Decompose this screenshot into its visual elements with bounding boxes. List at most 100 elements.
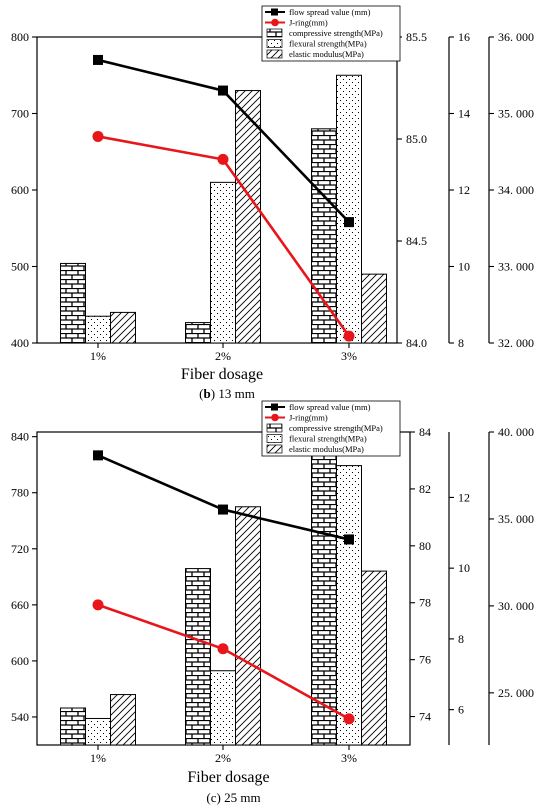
axis-tick-label: 84.0 (406, 336, 427, 350)
x-axis-label: Fiber dosage (181, 366, 263, 383)
legend-label: compressive strength(MPa) (289, 28, 383, 38)
bar-hatch (361, 273, 387, 344)
bar-brick (311, 128, 337, 344)
legend-swatch-dots (266, 39, 283, 48)
axis-tick-label: 85.0 (406, 132, 427, 146)
axis-tick-label: 34. 000 (498, 183, 534, 197)
bar-brick (60, 262, 86, 344)
x-tick-label: 3% (341, 349, 357, 363)
bar-hatch (235, 90, 261, 344)
point-circle (217, 643, 229, 655)
bar-brick (185, 322, 211, 344)
legend-swatch-brick (266, 423, 283, 433)
axis-tick-label: 36. 000 (498, 30, 534, 44)
legend: flow spread value (mm)J-ring(mm)compress… (261, 5, 401, 62)
point-circle (92, 599, 104, 611)
axis-tick-label: 35. 000 (498, 512, 534, 526)
axis-tick-label: 8 (458, 632, 464, 646)
bar-dots (85, 315, 111, 344)
axis-tick-label: 780 (11, 486, 29, 500)
legend-swatch-brick (266, 28, 283, 38)
point-circle (92, 130, 104, 142)
axis-tick-label: 32. 000 (498, 336, 534, 350)
axis-tick-label: 6 (458, 703, 464, 717)
axis-tick-label: 8 (458, 336, 464, 350)
legend-label: flow spread value (mm) (289, 402, 371, 412)
x-tick-label: 3% (341, 751, 357, 765)
bar-dots (336, 74, 362, 344)
axis-tick-label: 10 (458, 260, 470, 274)
bar-dots (336, 465, 362, 746)
x-tick-label: 1% (90, 349, 106, 363)
axis-tick-label: 800 (11, 30, 29, 44)
legend-label: compressive strength(MPa) (289, 423, 383, 433)
axis-tick-label: 600 (11, 654, 29, 668)
bar-hatch (110, 311, 136, 344)
bar-brick (185, 568, 211, 746)
bar-dots (85, 717, 111, 746)
legend-box (261, 5, 401, 62)
legend-box (261, 400, 401, 457)
legend-label: elastic modulus(MPa) (289, 49, 364, 59)
point-square (218, 85, 228, 96)
point-circle (217, 153, 229, 165)
axis-tick-label: 600 (11, 183, 29, 197)
legend-label: flexural strength(MPa) (289, 39, 367, 49)
legend-swatch-hatch (266, 49, 283, 59)
axis-tick-label: 85.5 (406, 30, 427, 44)
bar-brick (311, 437, 337, 746)
legend-label: flow spread value (mm) (289, 7, 371, 17)
axis-tick-label: 80 (419, 539, 431, 553)
x-axis-label: Fiber dosage (187, 769, 269, 786)
axis-tick-label: 700 (11, 107, 29, 121)
axis-tick-label: 720 (11, 542, 29, 556)
axis-tick-label: 14 (458, 107, 470, 121)
bar-hatch (235, 506, 261, 746)
point-square (344, 534, 354, 545)
figure-caption: (c) 25 mm (206, 790, 260, 805)
legend: flow spread value (mm)J-ring(mm)compress… (261, 400, 401, 457)
legend-swatch-hatch (266, 444, 283, 454)
axis-tick-label: 660 (11, 598, 29, 612)
chart-panel-25mm: 540 600 660 720 780 840 74 76 78 80 82 84 6 8 10 12 25. … (11, 400, 534, 805)
x-tick-label: 2% (215, 349, 231, 363)
axis-tick-label: 78 (419, 596, 431, 610)
legend-marker-square (271, 403, 278, 411)
point-square (93, 450, 103, 461)
chart-panel-13mm: 400 500 600 700 800 84.0 84.5 85.0 85.5 8 10 12 14 16… (11, 5, 534, 401)
legend-marker-circle (271, 413, 279, 422)
point-square (93, 54, 103, 65)
legend-swatch-dots (266, 434, 283, 443)
bar-hatch (361, 570, 387, 746)
point-circle (343, 330, 355, 342)
axis-tick-label: 84 (419, 425, 431, 439)
legend-marker-circle (271, 18, 279, 27)
axis-tick-label: 30. 000 (498, 599, 534, 613)
axis-tick-label: 76 (419, 653, 431, 667)
axis-tick-label: 540 (11, 710, 29, 724)
axis-tick-label: 12 (458, 183, 470, 197)
axis-tick-label: 10 (458, 561, 470, 575)
bar-dots (210, 181, 236, 344)
legend-label: elastic modulus(MPa) (289, 444, 364, 454)
legend-label: J-ring(mm) (289, 413, 328, 423)
legend-marker-square (271, 8, 278, 16)
bar-dots (210, 670, 236, 746)
point-circle (343, 713, 355, 725)
axis-tick-label: 35. 000 (498, 107, 534, 121)
axis-tick-label: 82 (419, 482, 431, 496)
figure-caption: (b) 13 mm (199, 386, 255, 401)
axis-tick-label: 84.5 (406, 234, 427, 248)
axis-tick-label: 40. 000 (498, 425, 534, 439)
x-tick-label: 2% (215, 751, 231, 765)
axis-tick-label: 12 (458, 490, 470, 504)
axis-tick-label: 25. 000 (498, 686, 534, 700)
x-tick-label: 1% (90, 751, 106, 765)
axis-tick-label: 74 (419, 710, 431, 724)
legend-label: flexural strength(MPa) (289, 434, 367, 444)
axis-tick-label: 840 (11, 430, 29, 444)
point-square (218, 504, 228, 515)
axis-tick-label: 500 (11, 260, 29, 274)
bar-brick (60, 707, 86, 746)
